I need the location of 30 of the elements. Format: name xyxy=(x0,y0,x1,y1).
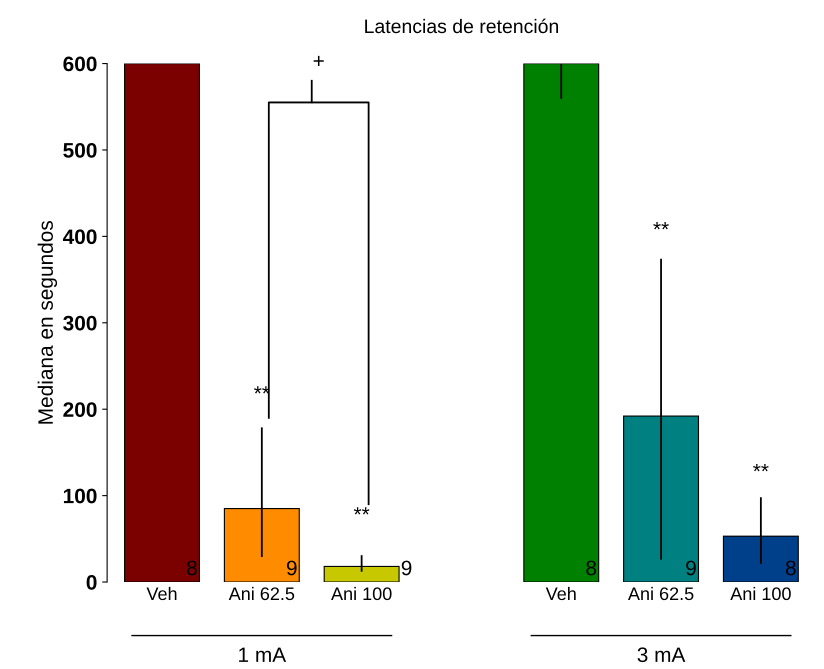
y-tick-label: 300 xyxy=(63,316,97,331)
bar xyxy=(523,64,600,582)
x-tick-label: Veh xyxy=(546,586,576,600)
annotation: ** xyxy=(753,464,769,472)
annotation: ** xyxy=(653,222,669,230)
y-axis-title: Mediana en segundos xyxy=(38,221,58,424)
y-tick-label: 400 xyxy=(62,229,97,244)
annotation: 8 xyxy=(786,560,796,576)
text: 1 mA xyxy=(239,648,286,662)
x-tick-label: Ani 62.5 xyxy=(628,586,694,600)
text: 3 mA xyxy=(638,647,686,662)
x-tick-label: Veh xyxy=(146,586,176,600)
y-tick-label: 600 xyxy=(63,56,97,72)
annotation: 9 xyxy=(686,560,696,576)
annotation: ** xyxy=(354,507,370,515)
annotation: + xyxy=(314,56,324,66)
y-tick-label: 200 xyxy=(63,402,97,417)
annotation: 9 xyxy=(286,560,297,576)
y-tick-label: 0 xyxy=(86,575,97,590)
annotation: 8 xyxy=(586,560,596,576)
annotation: 9 xyxy=(402,560,412,576)
x-tick-label: Ani 100 xyxy=(331,586,392,600)
x-tick-label: Ani 100 xyxy=(730,586,791,600)
chart-title: Latencias de retención xyxy=(365,18,558,34)
y-tick-label: 100 xyxy=(64,488,97,504)
annotation: ** xyxy=(254,386,270,394)
annotation: 8 xyxy=(187,560,197,576)
x-tick-label: Ani 62.5 xyxy=(228,586,294,600)
y-tick-label: 500 xyxy=(63,142,97,158)
bar xyxy=(124,64,200,582)
